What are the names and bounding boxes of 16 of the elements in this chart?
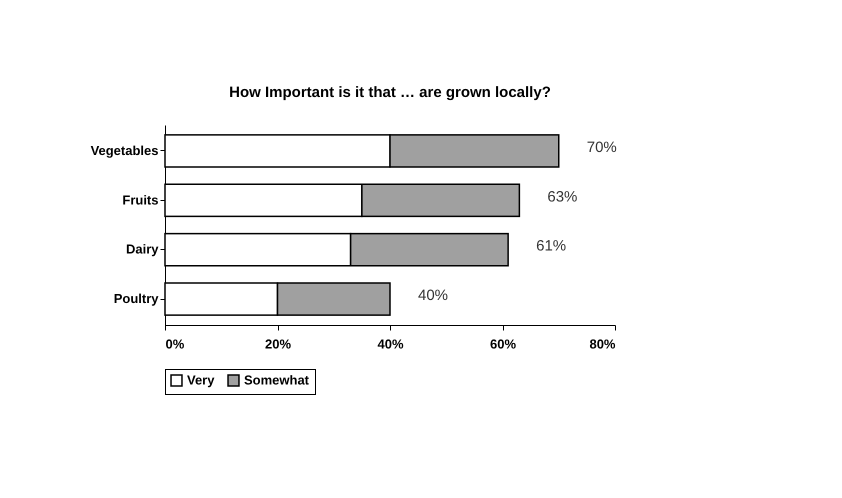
x-tick-label: 20% — [264, 336, 292, 352]
y-tick-label: Vegetables — [90, 142, 158, 158]
total-label: 61% — [536, 238, 566, 255]
x-tick-label: 40% — [377, 336, 404, 352]
y-tick-label: Poultry — [114, 291, 160, 306]
total-label: 40% — [418, 287, 448, 304]
y-tick-label: Dairy — [126, 242, 160, 257]
total-label: 63% — [547, 188, 578, 206]
legend-label: Very — [187, 372, 216, 388]
legend-label: Somewhat — [244, 372, 310, 388]
chart-title: How Important is it that … are grown locally? — [229, 84, 551, 101]
x-tick-label: 0% — [166, 336, 185, 352]
y-tick-label: Fruits — [122, 192, 158, 208]
x-tick-label: 60% — [490, 336, 516, 352]
total-label: 70% — [586, 138, 617, 156]
x-tick-label: 80% — [589, 336, 616, 352]
